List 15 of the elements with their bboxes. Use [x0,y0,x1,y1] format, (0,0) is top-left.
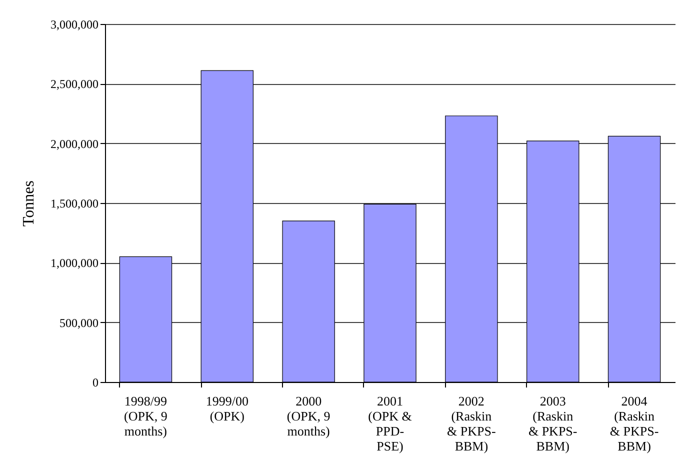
y-axis-title: Tonnes [20,180,38,226]
y-tick-label: 2,000,000 [50,136,98,151]
x-tick-label: 2004 (Raskin & PKPS-BBM) [610,394,659,454]
y-tick-label: 3,000,000 [50,18,98,32]
y-tick-label: 500,000 [60,316,98,330]
x-tick-label: 1998/99 (OPK, 9 months) [124,394,168,438]
x-tick-label: 2001 (OPK & PPD-PSE) [368,394,412,454]
y-tick-label: 1,000,000 [50,256,98,270]
y-tick-label: 1,500,000 [50,196,98,210]
y-tick-label: 0 [92,376,98,390]
x-tick-label: 2002 (Raskin & PKPS-BBM) [447,394,496,454]
x-tick-label: 2000 (OPK, 9 months) [286,394,330,438]
y-tick-label: 2,500,000 [50,77,98,92]
x-tick-label: 2003 (Raskin & PKPS-BBM) [528,394,578,454]
x-tick-label: 1999/00 (OPK) [206,394,248,424]
